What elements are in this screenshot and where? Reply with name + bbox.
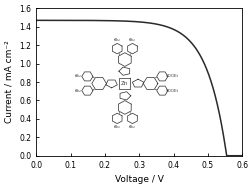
X-axis label: Voltage / V: Voltage / V — [114, 175, 163, 184]
Y-axis label: Current / mA cm⁻²: Current / mA cm⁻² — [5, 41, 14, 123]
